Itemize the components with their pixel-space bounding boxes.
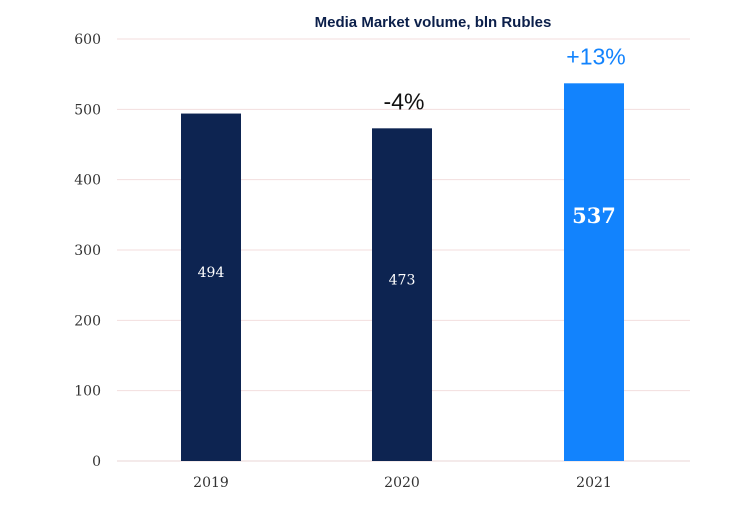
y-tick-label: 500 bbox=[74, 102, 101, 118]
y-tick-label: 300 bbox=[74, 243, 101, 259]
y-tick-label: 100 bbox=[74, 384, 101, 400]
x-tick-label: 2021 bbox=[576, 475, 612, 491]
bar-value-label: 473 bbox=[389, 273, 416, 289]
y-tick-label: 400 bbox=[74, 173, 101, 189]
y-tick-label: 200 bbox=[74, 313, 101, 329]
bar-2019 bbox=[181, 113, 241, 461]
bar-value-label: 494 bbox=[198, 265, 225, 281]
y-axis-ticks: 0 100 200 300 400 500 600 bbox=[74, 32, 101, 470]
change-label: +13% bbox=[566, 43, 625, 69]
bar-2021 bbox=[564, 83, 624, 461]
change-label: -4% bbox=[384, 88, 425, 114]
bar-value-label: 537 bbox=[572, 203, 616, 228]
x-tick-label: 2019 bbox=[193, 475, 229, 491]
bar-2020 bbox=[372, 128, 432, 461]
y-tick-label: 600 bbox=[74, 32, 101, 48]
bars: 494 473 -4% 537 +13% bbox=[181, 43, 626, 461]
y-tick-label: 0 bbox=[92, 454, 101, 470]
chart-title: Media Market volume, bln Rubles bbox=[315, 14, 552, 31]
x-axis-ticks: 2019 2020 2021 bbox=[193, 475, 612, 491]
x-tick-label: 2020 bbox=[384, 475, 420, 491]
